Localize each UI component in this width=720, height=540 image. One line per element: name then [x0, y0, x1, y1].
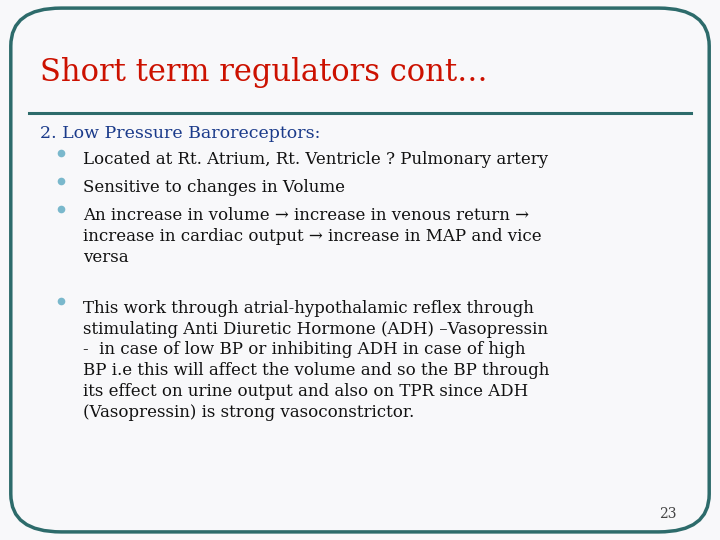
- Text: Short term regulators cont…: Short term regulators cont…: [40, 57, 487, 87]
- Text: Sensitive to changes in Volume: Sensitive to changes in Volume: [83, 179, 345, 196]
- Text: This work through atrial-hypothalamic reflex through
stimulating Anti Diuretic H: This work through atrial-hypothalamic re…: [83, 300, 549, 421]
- Text: Located at Rt. Atrium, Rt. Ventricle ? Pulmonary artery: Located at Rt. Atrium, Rt. Ventricle ? P…: [83, 151, 548, 168]
- Text: 2. Low Pressure Baroreceptors:: 2. Low Pressure Baroreceptors:: [40, 125, 320, 142]
- FancyBboxPatch shape: [11, 8, 709, 532]
- Text: 23: 23: [660, 507, 677, 521]
- Text: An increase in volume → increase in venous return →
increase in cardiac output →: An increase in volume → increase in veno…: [83, 207, 541, 266]
